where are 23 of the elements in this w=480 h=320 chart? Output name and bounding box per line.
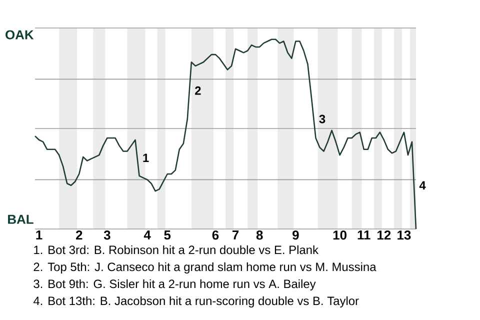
x-tick-label: 8: [256, 230, 263, 240]
x-tick-label: 9: [292, 230, 299, 240]
text: 4. Bot 13th: B. Jacobson hit a run-scoring double vs B. Taylor: [33, 296, 359, 308]
text: 1. Bot 3rd: B. Robinson hit a 2-run double vs E. Plank: [34, 245, 318, 254]
x-tick-label: 11: [358, 230, 370, 240]
text: 4: [419, 181, 426, 190]
text: BAL: [8, 214, 34, 224]
x-tick-label: 13: [398, 230, 411, 240]
x-tick-label: 2: [76, 230, 82, 240]
annotation: 1: [143, 154, 149, 162]
x-tick-label: 10: [333, 230, 346, 240]
text: 3. Bot 9th: G. Sisler hit a 2-run home run vs A. Bailey: [34, 279, 316, 290]
annotation: 2: [195, 86, 201, 95]
x-tick-label: 5: [164, 230, 171, 240]
x-tick-label: 3: [104, 230, 110, 240]
x-tick-label: 6: [212, 230, 219, 240]
annotation: 3: [319, 114, 326, 124]
x-tick-label: 4: [144, 230, 151, 240]
x-tick-label: 12: [378, 230, 391, 240]
text: OAK: [6, 30, 34, 40]
x-tick-label: 7: [232, 230, 239, 240]
x-tick-label: 1: [36, 230, 42, 240]
text: 2. Top 5th: J. Canseco hit a grand slam home run vs M. Mussina: [34, 262, 376, 274]
